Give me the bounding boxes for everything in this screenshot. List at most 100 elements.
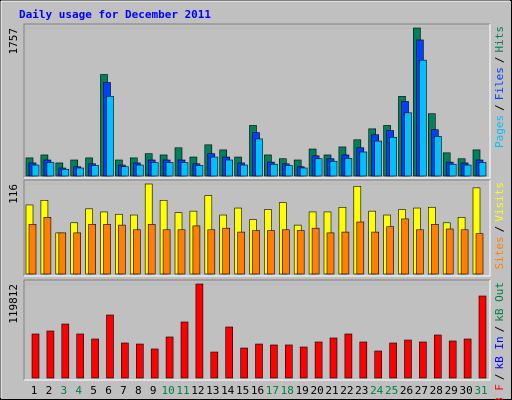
- panel-shadow: [23, 23, 490, 178]
- x-tick-label: 22: [340, 384, 353, 397]
- bar: [416, 229, 424, 275]
- bar: [91, 165, 99, 177]
- bar: [374, 350, 383, 379]
- bar: [448, 340, 457, 379]
- legend: Pages / Files / Hits: [493, 26, 506, 148]
- x-tick-label: 1: [31, 384, 38, 397]
- legend: Sites / Visits: [493, 182, 506, 270]
- bar: [475, 233, 484, 275]
- x-tick-label: 23: [355, 384, 368, 397]
- bar: [344, 333, 353, 379]
- bar: [419, 59, 427, 177]
- x-tick-label: 11: [176, 384, 189, 397]
- bar: [180, 321, 189, 379]
- bar: [281, 229, 290, 275]
- legend-separator: /: [493, 374, 506, 381]
- x-tick-label: 10: [161, 384, 174, 397]
- bar: [314, 341, 323, 379]
- bar: [433, 334, 442, 379]
- x-tick-label: 25: [385, 384, 398, 397]
- legend-item: kB F: [493, 384, 506, 400]
- bar: [240, 164, 248, 177]
- bar: [118, 224, 126, 275]
- bar: [284, 344, 293, 379]
- legend-separator: /: [493, 226, 506, 233]
- bar: [240, 347, 248, 379]
- x-tick-label: 24: [370, 384, 384, 397]
- bar: [106, 96, 114, 177]
- bar: [225, 326, 233, 379]
- bar: [284, 165, 293, 177]
- bar: [210, 351, 219, 379]
- legend-separator: /: [493, 104, 506, 111]
- bar: [270, 163, 278, 177]
- bar: [43, 217, 52, 275]
- legend-item: kB Out: [493, 282, 506, 322]
- x-tick-label: 8: [135, 384, 142, 397]
- chart-title: Daily usage for December 2011: [19, 8, 211, 21]
- panel-shadow: [23, 279, 490, 380]
- bar: [46, 162, 55, 177]
- bar: [433, 136, 442, 177]
- bar: [58, 232, 67, 275]
- x-tick-label: 3: [60, 384, 67, 397]
- bar: [147, 224, 156, 275]
- bar: [177, 229, 186, 275]
- bar: [88, 224, 96, 275]
- bar: [401, 218, 409, 275]
- x-tick-label: 27: [415, 384, 428, 397]
- panel-light: [24, 180, 491, 277]
- bar: [195, 283, 204, 379]
- panel-light: [24, 280, 491, 381]
- bar: [445, 228, 454, 275]
- bar: [311, 227, 320, 275]
- panel-shadow: [23, 179, 490, 276]
- x-tick-label: 12: [191, 384, 204, 397]
- bar: [225, 159, 233, 177]
- bar: [478, 295, 487, 379]
- y-max-label: 119812: [7, 284, 20, 324]
- bar: [31, 333, 40, 379]
- bar: [91, 338, 99, 379]
- bar: [31, 164, 40, 177]
- x-tick-label: 9: [150, 384, 157, 397]
- x-tick-label: 15: [236, 384, 249, 397]
- bar: [61, 168, 70, 177]
- bar: [329, 337, 338, 379]
- y-max-label: 116: [7, 184, 20, 204]
- bar: [165, 336, 174, 379]
- bar: [252, 230, 260, 275]
- bar: [192, 225, 201, 275]
- bar: [195, 165, 204, 177]
- y-max-label: 1757: [7, 28, 20, 55]
- bar: [430, 224, 439, 275]
- bar: [165, 162, 174, 177]
- bar: [180, 162, 189, 177]
- bar: [46, 330, 55, 379]
- x-tick-label: 16: [251, 384, 264, 397]
- bar: [207, 229, 216, 275]
- bar: [326, 232, 335, 275]
- x-tick-label: 28: [430, 384, 443, 397]
- bar: [371, 231, 380, 275]
- bar: [121, 166, 129, 177]
- x-tick-label: 6: [105, 384, 112, 397]
- bar: [344, 158, 353, 177]
- bar: [463, 164, 472, 177]
- bar: [341, 231, 350, 275]
- x-tick-label: 20: [310, 384, 323, 397]
- x-tick-label: 21: [325, 384, 338, 397]
- bar: [136, 343, 144, 379]
- bar: [448, 163, 457, 177]
- bar: [299, 346, 308, 379]
- bar: [359, 341, 368, 379]
- x-tick-label: 19: [296, 384, 309, 397]
- bar: [386, 226, 394, 275]
- bar: [73, 232, 81, 275]
- bar: [133, 229, 141, 275]
- bar: [237, 231, 245, 275]
- x-tick-label: 7: [120, 384, 127, 397]
- bar: [106, 314, 114, 379]
- x-tick-label: 5: [90, 384, 97, 397]
- legend-item: Files: [493, 67, 506, 100]
